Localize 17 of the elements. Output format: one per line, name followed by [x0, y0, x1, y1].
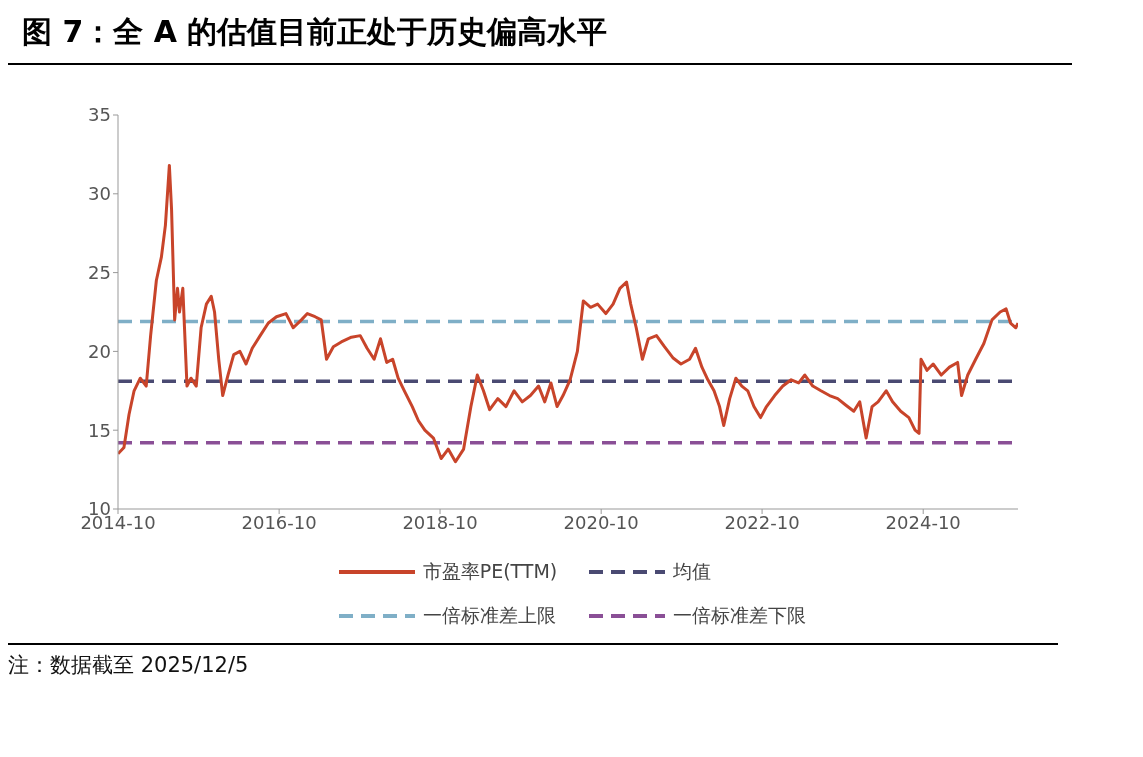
legend-label: 市盈率PE(TTM): [422, 559, 558, 584]
text: 注：数据截至 2025/12/5: [8, 652, 250, 679]
legend-label: 均值: [673, 559, 712, 584]
legend-label: 一倍标准差下限: [673, 603, 807, 628]
legend-label: 一倍标准差上限: [422, 603, 556, 628]
line-series: [118, 163, 1018, 464]
chart-title: 图 7：全 A 的估值目前正处于历史偏高水平: [8, 8, 1072, 65]
y-tick-label: 25: [88, 261, 111, 283]
x-tick-label: 2020-10: [563, 511, 639, 533]
x-tick-label: 2024-10: [885, 511, 961, 533]
y-tick-label: 30: [88, 183, 111, 205]
y-tick-label: 15: [88, 419, 111, 441]
x-tick-label: 2018-10: [402, 511, 478, 533]
x-tick-label: 2016-10: [241, 511, 317, 533]
y-tick-label: 35: [88, 104, 111, 126]
x-tick-label: 2022-10: [724, 511, 800, 533]
y-tick-label: 20: [88, 340, 111, 362]
